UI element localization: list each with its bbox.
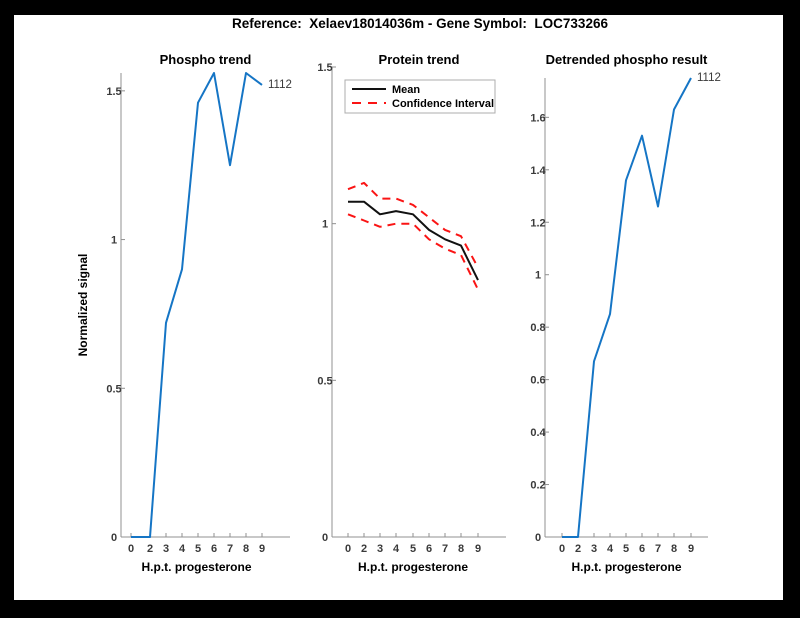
x-tick-label: 7 [442, 543, 448, 555]
y-tick-label: 0 [111, 532, 117, 544]
y-tick-label: 0.2 [530, 480, 545, 492]
x-tick-label: 3 [163, 543, 169, 555]
y-tick-label: 0.8 [530, 322, 545, 334]
legend-label: Mean [392, 84, 420, 96]
subplot-3: 00.20.40.60.811.21.41.60 2 3 4 5 6 7 8 9Detrende… [530, 52, 721, 574]
subplot-title: Protein trend [379, 52, 460, 67]
y-tick-label: 0.4 [530, 427, 546, 439]
x-tick-label: 7 [655, 543, 661, 555]
x-tick-label: 5 [410, 543, 416, 555]
x-tick-label: 6 [426, 543, 432, 555]
x-tick-label: 2 [361, 543, 367, 555]
figure-title: Reference: Xelaev18014036m - Gene Symbol… [232, 16, 608, 31]
y-tick-label: 1.2 [530, 217, 545, 229]
x-tick-label: 6 [639, 543, 645, 555]
x-tick-label: 0 [345, 543, 351, 555]
y-tick-label: 1 [535, 270, 541, 282]
x-tick-label: 5 [623, 543, 629, 555]
y-tick-label: 1.5 [317, 62, 332, 74]
y-tick-label: 0.6 [530, 375, 545, 387]
y-tick-label: 0.5 [106, 383, 121, 395]
y-tick-label: 0.5 [317, 375, 332, 387]
y-tick-label: 1.4 [530, 165, 546, 177]
x-tick-label: 2 [575, 543, 581, 555]
legend-box [344, 79, 496, 114]
x-tick-label: 4 [179, 543, 186, 555]
series-phospho-signal [131, 72, 263, 538]
y-tick-label: 0 [535, 532, 541, 544]
x-tick-label: 6 [211, 543, 217, 555]
y-axis-label: Normalized signal [76, 254, 90, 357]
line-end-label: 1112 [697, 72, 721, 84]
series-confidence-upper [347, 181, 479, 268]
legend-label: Confidence Interval [392, 98, 494, 110]
subplot-title: Detrended phospho result [546, 52, 708, 67]
x-tick-label: 4 [607, 543, 614, 555]
x-tick-label: 8 [458, 543, 464, 555]
x-axis-label: H.p.t. progesterone [358, 560, 468, 574]
subplot-1: 0 0.5 1 1.5 0 2 3 4 5 6 7 8 9 Phospho trend H.p.t. pro… [76, 52, 292, 574]
x-tick-label: 5 [195, 543, 201, 555]
y-tick-label: 0 [322, 532, 328, 544]
x-tick-label: 9 [259, 543, 265, 555]
y-tick-label: 1 [111, 235, 117, 247]
series-mean [348, 200, 479, 281]
x-tick-label: 0 [128, 543, 134, 555]
x-tick-label: 2 [147, 543, 153, 555]
x-tick-label: 7 [227, 543, 233, 555]
x-axis-label: H.p.t. progesterone [571, 560, 681, 574]
x-tick-label: 8 [671, 543, 677, 555]
subplot-title: Phospho trend [160, 52, 252, 67]
x-tick-label: 8 [243, 543, 249, 555]
y-tick-label: 1.6 [530, 112, 545, 124]
x-tick-label: 4 [393, 543, 400, 555]
x-tick-label: 9 [475, 543, 481, 555]
x-tick-label: 9 [688, 543, 694, 555]
series-detrended-phospho-signal [562, 77, 692, 538]
x-tick-label: 3 [377, 543, 383, 555]
y-tick-label: 1.5 [106, 86, 121, 98]
x-tick-label: 3 [591, 543, 597, 555]
series-confidence-lower [347, 213, 479, 290]
x-axis-label: H.p.t. progesterone [141, 560, 251, 574]
x-tick-label: 0 [559, 543, 565, 555]
y-tick-label: 1 [322, 219, 328, 231]
line-end-label: 1112 [268, 79, 292, 91]
